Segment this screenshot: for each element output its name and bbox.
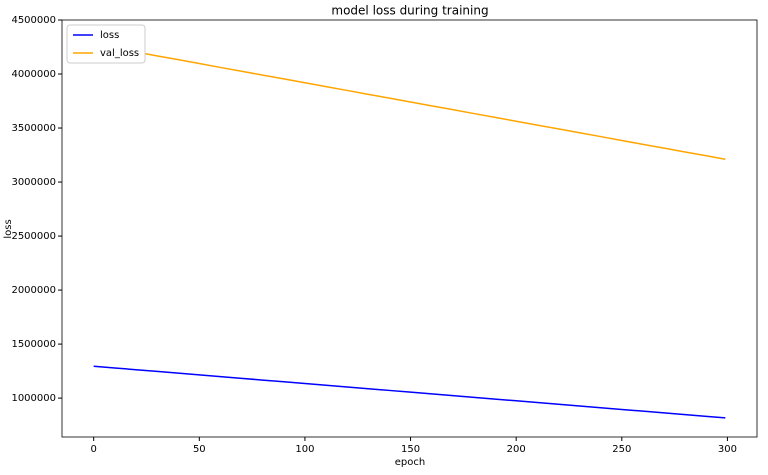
y-tick-label: 3500000 [11, 123, 56, 134]
x-axis-label: epoch [395, 457, 425, 468]
x-tick-label: 150 [401, 444, 420, 455]
chart-title: model loss during training [331, 4, 488, 18]
x-tick-label: 50 [193, 444, 206, 455]
legend-label: loss [100, 30, 119, 41]
y-axis-label: loss [3, 219, 14, 238]
x-tick-label: 100 [295, 444, 314, 455]
y-tick-label: 3000000 [11, 177, 56, 188]
plot-frame [61, 19, 758, 438]
line-series [93, 43, 726, 160]
y-tick-label: 1500000 [11, 339, 56, 350]
x-tick-label: 200 [507, 444, 526, 455]
y-tick-label: 4000000 [11, 69, 56, 80]
x-tick-label: 300 [718, 444, 737, 455]
y-tick-label: 2000000 [11, 285, 56, 296]
legend-label: val_loss [100, 48, 139, 59]
line-series [93, 365, 726, 419]
y-tick-label: 4500000 [11, 15, 56, 26]
y-tick-label: 1000000 [11, 393, 56, 404]
y-tick-label: 2500000 [11, 231, 56, 242]
x-tick-label: 0 [90, 444, 96, 455]
x-tick-label: 250 [612, 444, 631, 455]
